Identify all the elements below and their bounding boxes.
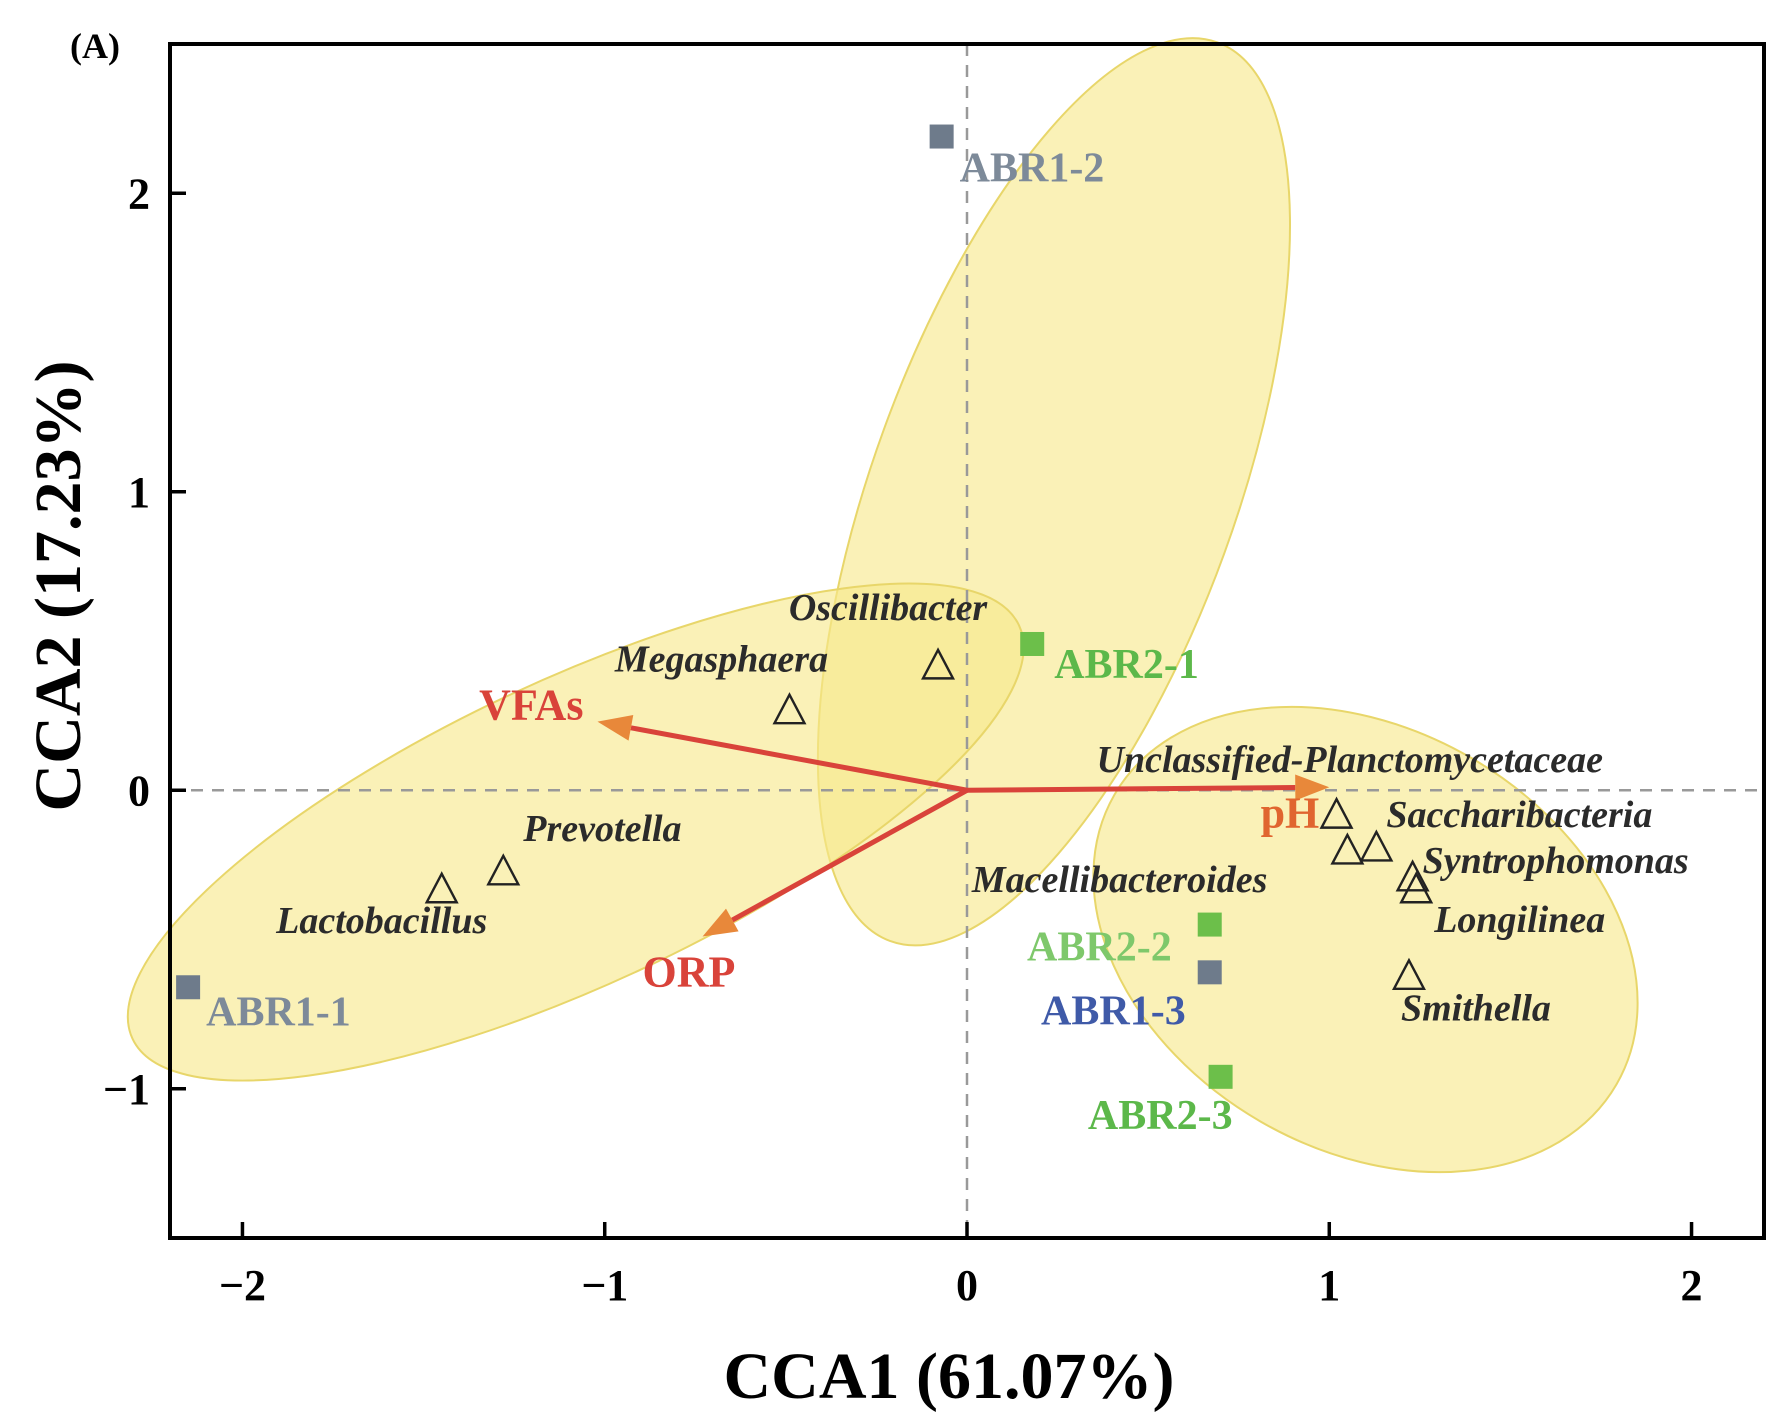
axis-ticks: −2 −1 0 1 2 −1 0 1 2 <box>103 169 1703 1310</box>
genus-label-Unclassified-Planctomycetaceae: Unclassified-Planctomycetaceae <box>1097 739 1604 781</box>
ellipse-group-left <box>126 582 1025 1082</box>
vector-arrowhead-pH <box>1295 774 1330 801</box>
genus-marker-Prevotella <box>486 853 521 886</box>
vector-label-ORP: ORP <box>643 948 736 997</box>
genus-marker-Lactobacillus <box>424 871 459 904</box>
env-vectors: VFAs pH ORP <box>479 681 1330 997</box>
x-tick-label: −1 <box>581 1261 628 1310</box>
genus-marker-Megasphaera <box>772 692 807 725</box>
ellipse-group-right <box>1092 705 1639 1174</box>
genus-label-Syntrophomonas: Syntrophomonas <box>1423 840 1689 882</box>
vector-arrowhead-ORP <box>702 908 739 937</box>
genus-marker-Macellibacteroides <box>1330 832 1365 865</box>
x-axis-title: CCA1 (61.07%) <box>724 1340 1175 1413</box>
sample-label-ABR2-2: ABR2-2 <box>1027 925 1172 971</box>
genus-label-Macellibacteroides: Macellibacteroides <box>971 859 1267 901</box>
y-tick-label: 0 <box>128 766 150 815</box>
sample-label-ABR1-3: ABR1-3 <box>1041 988 1186 1034</box>
genus-marker-Syntrophomonas <box>1395 859 1430 892</box>
sample-marker-ABR1-1 <box>176 975 201 1000</box>
genus-label-Saccharibacteria: Saccharibacteria <box>1386 794 1652 836</box>
genus-label-Oscillibacter: Oscillibacter <box>789 587 989 629</box>
y-tick-label: 1 <box>128 468 150 517</box>
sample-label-ABR1-1: ABR1-1 <box>206 989 351 1035</box>
y-tick-label: −1 <box>103 1065 150 1114</box>
vector-label-pH: pH <box>1261 788 1320 837</box>
sample-markers: ABR1-2 ABR2-1 ABR1-1 ABR2-2 ABR1-3 ABR2-3 <box>176 124 1233 1139</box>
genus-label-Prevotella: Prevotella <box>522 808 681 850</box>
sample-marker-ABR2-2 <box>1197 912 1222 937</box>
vector-line-VFAs <box>630 725 968 793</box>
x-tick-label: 0 <box>956 1261 978 1310</box>
vector-label-VFAs: VFAs <box>479 681 583 730</box>
genus-label-Megasphaera: Megasphaera <box>614 639 828 681</box>
genus-marker-Saccharibacteria <box>1359 829 1394 862</box>
x-tick-label: −2 <box>219 1261 266 1310</box>
reference-lines <box>170 44 1764 1238</box>
genus-label-Smithella: Smithella <box>1401 987 1551 1029</box>
sample-marker-ABR1-3 <box>1197 960 1222 985</box>
genus-marker-Longilinea <box>1399 871 1434 904</box>
sample-marker-ABR1-2 <box>929 124 954 149</box>
genus-label-Lactobacillus: Lactobacillus <box>275 900 487 942</box>
genus-markers: Oscillibacter Megasphaera Prevotella Lactob… <box>275 587 1689 1029</box>
genus-marker-Unclassified-Planctomycetaceae <box>1319 796 1354 829</box>
genus-label-Longilinea: Longilinea <box>1433 899 1605 941</box>
y-axis-title: CCA2 (17.23%) <box>22 361 95 812</box>
vector-line-ORP <box>731 788 969 923</box>
sample-label-ABR2-3: ABR2-3 <box>1088 1093 1233 1139</box>
y-tick-label: 2 <box>128 169 150 218</box>
genus-marker-Smithella <box>1391 957 1426 991</box>
x-tick-label: 2 <box>1681 1261 1703 1310</box>
vector-line-pH <box>966 785 1296 793</box>
sample-marker-ABR2-1 <box>1020 631 1045 656</box>
group-ellipses <box>126 37 1639 1174</box>
sample-marker-ABR2-3 <box>1208 1064 1233 1089</box>
sample-label-ABR1-2: ABR1-2 <box>960 146 1105 192</box>
vector-arrowhead-VFAs <box>597 715 634 741</box>
genus-marker-Oscillibacter <box>921 647 956 680</box>
x-tick-label: 1 <box>1318 1261 1340 1310</box>
sample-label-ABR2-1: ABR2-1 <box>1054 642 1199 688</box>
panel-label: (A) <box>70 26 120 66</box>
